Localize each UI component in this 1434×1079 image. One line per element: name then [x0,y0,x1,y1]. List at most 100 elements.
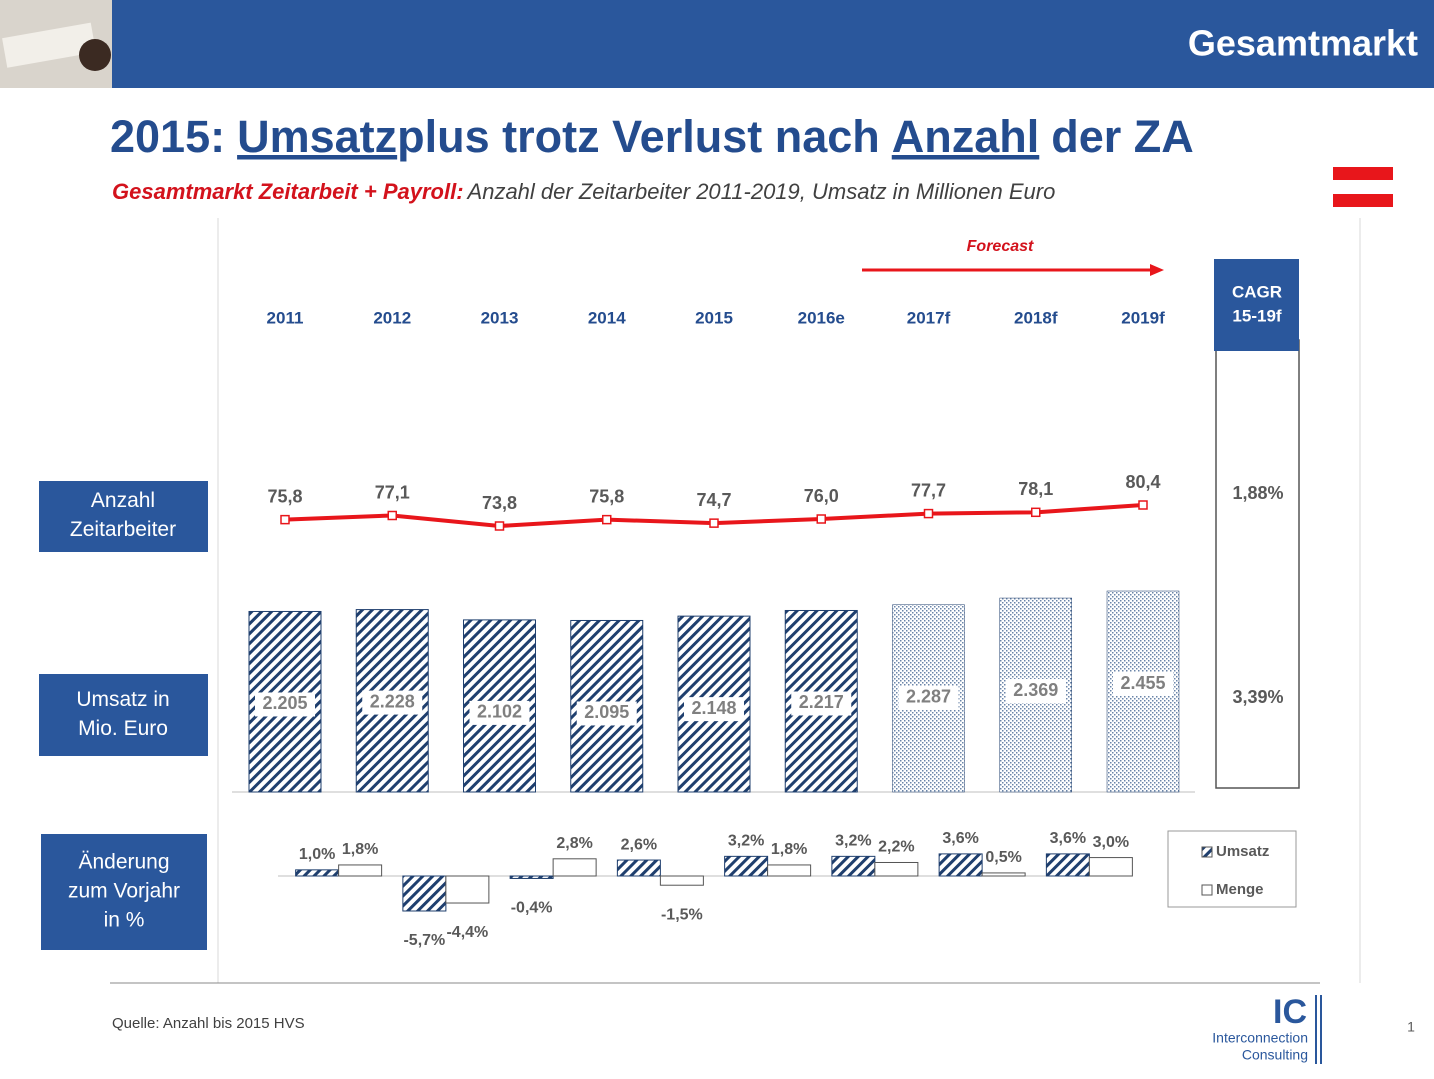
row-label: Mio. Euro [78,717,168,740]
data-label: 1,0% [299,846,335,863]
data-label: 73,8 [482,493,517,513]
line-marker [1031,507,1041,518]
data-label-box [684,697,744,722]
line-marker [816,514,826,524]
change-bar [445,875,490,904]
line-marker [494,521,505,531]
data-label: 3,6% [1050,830,1086,847]
title-part: 2015: [110,111,225,162]
line-marker [709,518,719,528]
line-marker [923,508,934,519]
row-label: Umsatz in [76,688,169,711]
data-label: 75,8 [589,486,624,506]
image-cup [79,39,111,71]
change-bar [1045,853,1090,877]
cagr-header: CAGR [1232,282,1282,301]
data-label-box [898,685,959,710]
cagr-value: 1,88% [1232,483,1283,503]
data-label: 2,6% [621,836,657,853]
title-part: Umsatz [237,111,397,162]
change-bar [831,855,876,877]
change-bar [616,859,661,877]
data-label-box [255,692,315,717]
change-bar [552,858,597,877]
data-label: 3,0% [1093,834,1129,851]
legend-swatch [1201,884,1213,896]
logo-mark: IC [1273,993,1307,1031]
data-label: 1,8% [771,841,807,858]
line-marker [280,514,290,525]
change-bar [338,864,383,877]
year-label: 2011 [267,308,304,327]
change-bar [981,872,1026,877]
header-title: Gesamtmarkt [1188,23,1418,64]
row-label-box [41,834,207,950]
data-label: 2.102 [477,702,522,722]
row-label: Anzahl [91,489,155,512]
data-label: 78,1 [1018,479,1053,499]
row-label-box [39,481,208,552]
year-label: 2017f [907,308,951,327]
data-label: 2.205 [262,693,307,713]
data-label: 75,8 [267,486,302,506]
change-bar [402,875,447,912]
data-label: 2.095 [584,702,629,722]
change-bar [724,855,769,877]
change-bar [659,875,704,886]
data-label: 2,8% [556,835,592,852]
line-marker [1138,500,1148,510]
data-label: 3,2% [835,833,871,850]
data-label: -1,5% [661,906,703,923]
data-label: 2.217 [799,692,844,712]
data-label: 0,5% [985,849,1021,866]
data-label-box [1005,679,1066,704]
title-part: Anzahl [892,111,1040,162]
year-label: 2016e [798,308,845,327]
legend-label: Umsatz [1216,843,1269,860]
data-label-box [1113,672,1173,696]
data-label-box [576,701,637,726]
year-label: 2014 [588,308,626,327]
data-label: 2.455 [1120,673,1165,693]
data-label-box [791,691,852,716]
year-label: 2015 [695,308,733,327]
data-label-box [362,690,423,715]
logo-text: Interconnection [1212,1030,1308,1046]
header-bar [0,0,1434,88]
year-label: 2019f [1121,308,1165,327]
data-label: -5,7% [403,932,445,949]
data-label: -0,4% [511,900,553,917]
year-label: 2013 [481,308,519,327]
legend-swatch [1201,846,1213,858]
data-label: -4,4% [446,924,488,941]
title-part: plus trotz Verlust nach [397,111,880,162]
subtitle-lead: Gesamtmarkt Zeitarbeit + Payroll: [112,179,464,204]
change-bar [1088,857,1133,877]
subtitle-text: Anzahl der Zeitarbeiter 2011-2019, Umsat… [466,179,1056,204]
line-marker [387,510,397,521]
data-label: 2.369 [1013,680,1058,700]
page-number: 1 [1407,1019,1415,1035]
data-label: 2.287 [906,687,951,707]
data-label: 2,2% [878,839,914,856]
row-label-box [39,674,208,756]
flag-stripe [1333,180,1393,194]
data-label: 2.228 [370,691,415,711]
cagr-header-box [1214,259,1299,351]
line-marker [602,514,612,525]
data-label: 77,7 [911,480,946,500]
data-label: 1,8% [342,841,378,858]
slide-title: 2015: Umsatzplus trotz Verlust nach Anzahl… [110,111,1194,162]
data-label: 2.148 [691,698,736,718]
logo-text: Consulting [1242,1047,1308,1063]
year-label: 2018f [1014,308,1058,327]
row-label: zum Vorjahr [68,880,180,903]
data-label: 3,6% [942,830,978,847]
row-label: in % [104,909,145,932]
change-bar [938,853,983,877]
forecast-arrowhead [1150,264,1164,276]
data-label: 76,0 [804,486,839,506]
source: Quelle: Anzahl bis 2015 HVS [112,1015,305,1032]
change-bar [295,869,340,877]
